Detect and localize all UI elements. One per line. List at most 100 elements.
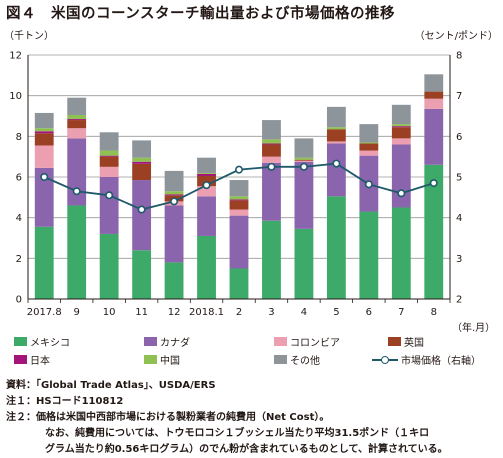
bar-segment	[132, 161, 152, 164]
stacked-bar-line-chart: 0 2 4 6 8 10 12 2 3 4 5 6 7 8 2017.8 9 10 11 12 2018.1 2 3 4 5 6…	[9, 51, 462, 319]
bar-segment	[424, 91, 444, 99]
bar-segment	[262, 220, 281, 299]
legend-label: コロンビア	[290, 338, 340, 349]
left-tick-label: 10	[9, 91, 22, 102]
bar-segment	[197, 157, 216, 173]
bar-segment	[197, 173, 216, 176]
bar-segment	[67, 97, 87, 115]
legend-line-marker	[372, 355, 398, 364]
bar-segment	[229, 215, 249, 269]
price-point	[364, 180, 373, 189]
bar-segment	[359, 142, 379, 144]
bar-segment	[67, 120, 87, 129]
legend-swatch	[388, 337, 401, 346]
note-2-line-2: なお、純費用については、トウモロコシ１ブッシェル当たり平均31.5ポンド（１キロ	[45, 428, 430, 439]
category-label: 2018.1	[189, 307, 224, 318]
note-2-line-3: グラム当たり約0.56キログラム）のでん粉が含まれているものとして、計算されてい…	[45, 444, 448, 455]
legend-label: 英国	[404, 338, 424, 349]
bar-segment	[262, 120, 281, 140]
bar-segment	[326, 129, 346, 142]
bar-segment	[132, 157, 152, 162]
source-note: 資料：「Global Trade Atlas」、USDA/ERS	[6, 380, 216, 391]
left-axis-unit: （千トン）	[4, 31, 54, 42]
legend-item-colombia: コロンビア	[274, 334, 340, 349]
bar-segment	[164, 194, 184, 196]
legend-item-mexico: メキシコ	[14, 334, 70, 349]
note-2: 注２：価格は米国中西部市場における製粉業者の純費用（Net Cost）。	[6, 412, 330, 423]
bar-segment	[34, 145, 54, 168]
bar-segment	[294, 161, 314, 229]
right-tick-label: 7	[456, 91, 462, 102]
bar-segment	[424, 108, 444, 165]
bar-segment	[359, 143, 379, 151]
bar-segment	[391, 127, 411, 139]
bar-segment	[99, 150, 119, 156]
bar-segment	[197, 235, 216, 299]
right-tick-label: 8	[456, 51, 462, 62]
bar-segment	[391, 138, 411, 145]
price-point	[170, 197, 179, 206]
bar-segment	[197, 186, 216, 197]
bar-segment	[326, 106, 346, 128]
right-tick-label: 5	[456, 173, 462, 184]
bar-segment	[34, 128, 54, 132]
bar-segment	[326, 127, 346, 130]
bar-segment	[34, 133, 54, 146]
bar-segment	[359, 211, 379, 299]
category-label: 2017.8	[27, 307, 62, 318]
bar-segment	[326, 143, 346, 197]
legend-item-canada: カナダ	[144, 334, 190, 349]
price-point	[299, 162, 308, 171]
legend-label: カナダ	[160, 338, 190, 349]
price-point	[202, 181, 211, 190]
legend-item-japan: 日本	[14, 352, 50, 367]
category-label: 8	[431, 307, 437, 318]
bar-segment	[262, 139, 281, 144]
bar-segment	[229, 268, 249, 299]
chart-title: 図４ 米国のコーンスターチ輸出量および市場価格の推移	[6, 6, 395, 22]
bar-segment	[164, 205, 184, 263]
bar-segment	[229, 200, 249, 210]
legend-item-other: その他	[274, 352, 320, 367]
bar-segment	[164, 191, 184, 195]
right-tick-label: 2	[456, 295, 462, 306]
bar-segment	[262, 156, 281, 163]
price-point	[137, 205, 146, 214]
bar-segment	[359, 124, 379, 143]
bar-segment	[67, 128, 87, 139]
bar-segment	[294, 138, 314, 158]
bar-segment	[197, 175, 216, 187]
bar-segment	[164, 262, 184, 299]
bar-segment	[424, 164, 444, 299]
price-point	[40, 173, 49, 182]
bar-segment	[99, 132, 119, 151]
right-tick-label: 4	[456, 213, 462, 224]
bar-segment	[391, 104, 411, 125]
left-tick-label: 0	[16, 295, 22, 306]
bar-segment	[132, 250, 152, 299]
legend-swatch	[274, 355, 287, 364]
category-label: 9	[74, 307, 80, 318]
notes: 資料：「Global Trade Atlas」、USDA/ERS 注１：HSコー…	[6, 378, 448, 458]
x-axis-unit: （年.月）	[452, 323, 496, 334]
legend-item-market-price: 市場価格（右軸）	[372, 352, 481, 367]
bar-segment	[197, 172, 216, 174]
right-tick-label: 6	[456, 132, 462, 143]
bar-segment	[294, 159, 314, 161]
price-point	[72, 187, 81, 196]
bar-segment	[197, 196, 216, 236]
price-point	[397, 189, 406, 198]
bar-segment	[34, 131, 54, 134]
bar-segment	[359, 150, 379, 156]
bar-segment	[262, 162, 281, 221]
bar-segment	[391, 124, 411, 127]
price-point	[105, 191, 114, 200]
bar-segment	[99, 166, 119, 177]
left-tick-label: 6	[16, 173, 22, 184]
category-label: 7	[398, 307, 404, 318]
category-label: 5	[333, 307, 339, 318]
bar-segment	[391, 126, 411, 128]
tick-labels: 0 2 4 6 8 10 12 2 3 4 5 6 7 8 2017.8 9 10 11 12 2018.1 2 3 4 5 6…	[9, 51, 462, 319]
legend-item-uk: 英国	[388, 334, 424, 349]
category-label: 10	[103, 307, 116, 318]
